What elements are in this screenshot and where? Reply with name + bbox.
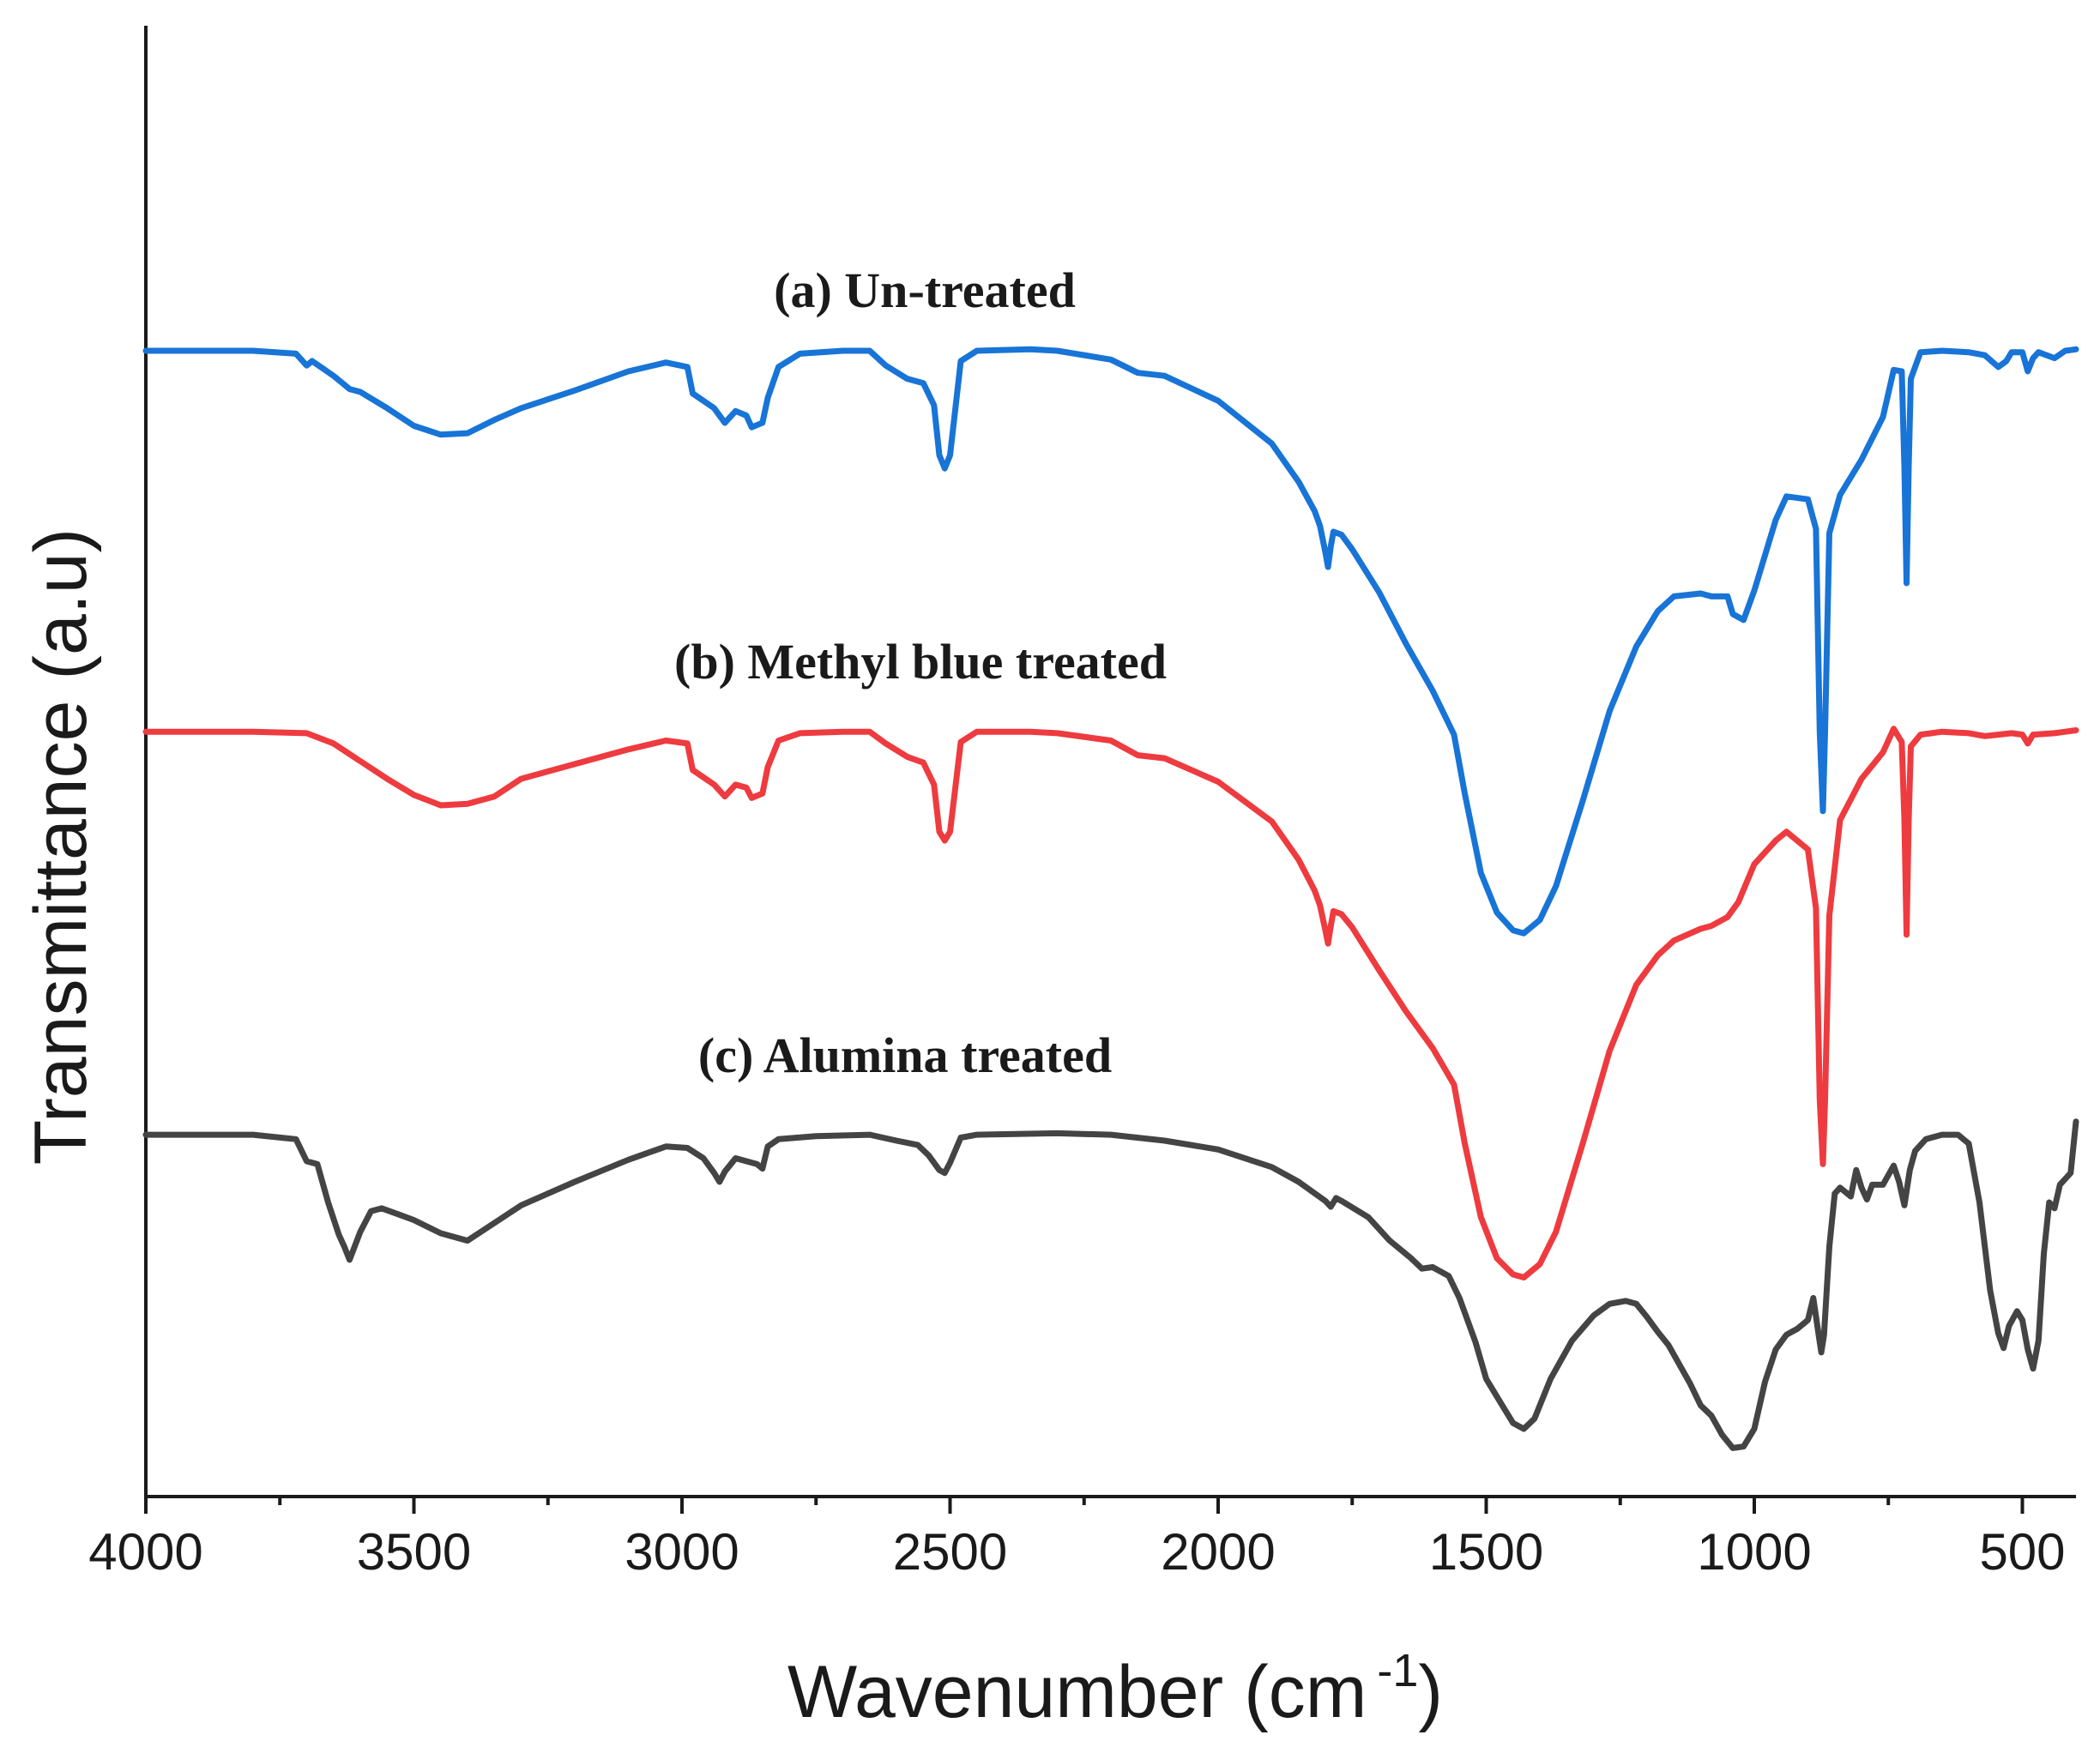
series-labels: (a) Un-treated (b) Methyl blue treated (… (674, 262, 1167, 1083)
x-axis-label-superscript: -1 (1377, 1645, 1418, 1696)
series-line-a (142, 346, 2079, 937)
series-label-a: (a) Un-treated (774, 262, 1076, 318)
x-tick-label: 3000 (625, 1523, 739, 1581)
y-axis-label: Transmittance (a.u) (20, 528, 102, 1165)
series-line-b (142, 726, 2079, 1280)
x-tick-label: 1500 (1429, 1523, 1543, 1581)
x-axis-label-main: Wavenumber (cm (788, 1651, 1367, 1733)
x-axis-label-close: ) (1418, 1651, 1443, 1733)
x-tick-label: 2000 (1161, 1523, 1275, 1581)
series-line-c (142, 1118, 2079, 1451)
x-tick-label: 3500 (357, 1523, 471, 1581)
x-axis-label: Wavenumber (cm -1) (788, 1645, 1443, 1733)
x-tick-label: 4000 (88, 1523, 202, 1581)
x-tick-label: 1000 (1697, 1523, 1811, 1581)
series-label-b: (b) Methyl blue treated (674, 634, 1167, 690)
x-tick-label: 500 (1979, 1523, 2065, 1581)
axes: 4000 3500 3000 2500 2000 1500 1000 500 (88, 26, 2076, 1581)
x-tick-label: 2500 (893, 1523, 1007, 1581)
series-label-c: (c) Alumina treated (698, 1027, 1112, 1083)
series-group (142, 346, 2079, 1451)
